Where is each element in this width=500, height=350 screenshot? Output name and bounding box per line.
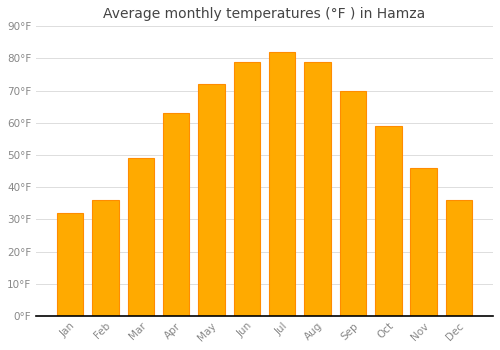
Bar [340, 91, 366, 316]
Bar [269, 52, 295, 316]
Bar [410, 168, 437, 316]
Bar [57, 213, 84, 316]
Bar [375, 126, 402, 316]
Title: Average monthly temperatures (°F ) in Hamza: Average monthly temperatures (°F ) in Ha… [104, 7, 426, 21]
Bar [304, 62, 331, 316]
Bar [163, 113, 190, 316]
Bar [128, 158, 154, 316]
Bar [198, 84, 225, 316]
Bar [92, 200, 118, 316]
Bar [446, 200, 472, 316]
Bar [234, 62, 260, 316]
